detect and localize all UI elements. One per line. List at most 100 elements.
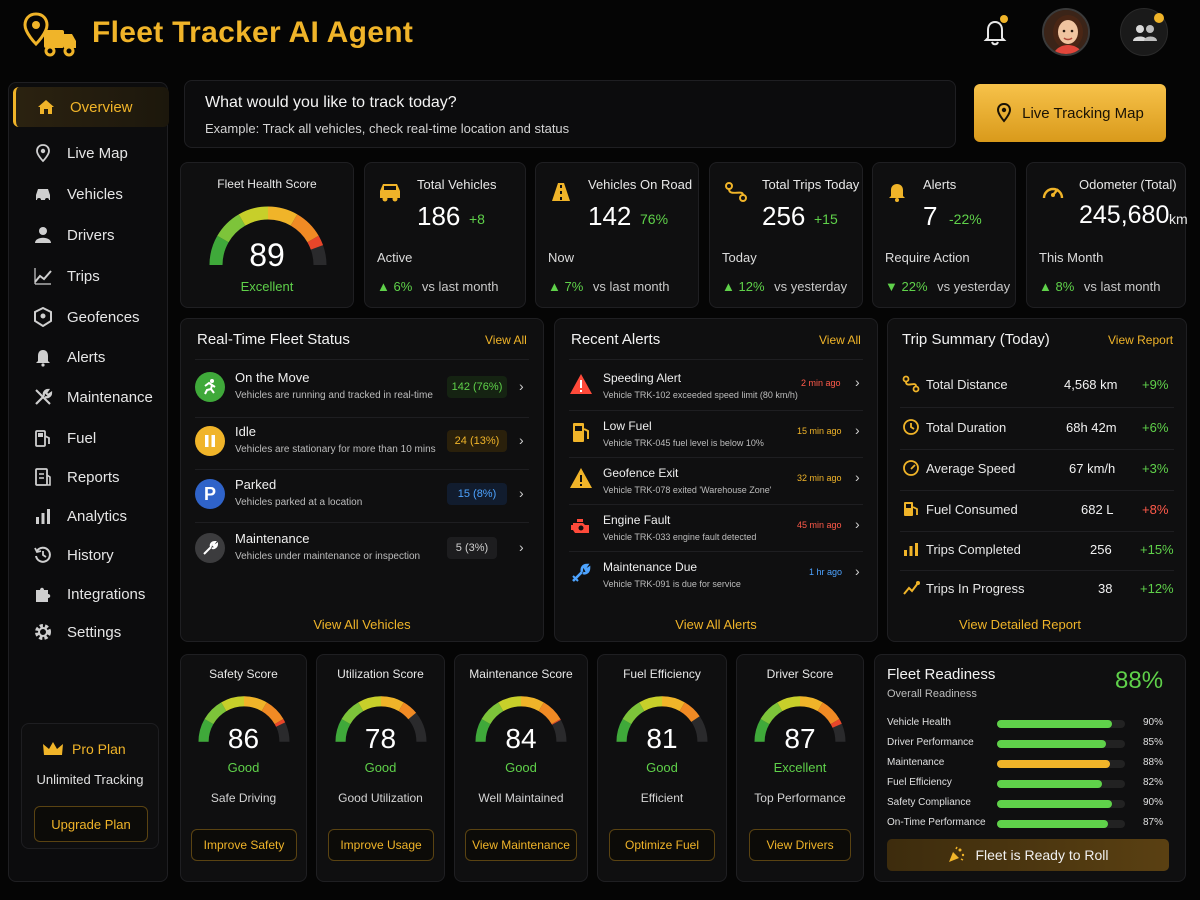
trip-metric-delta: +15% [1140,542,1174,557]
speedometer-icon [902,459,920,482]
wrench-icon [195,533,225,563]
fleet-ready-button[interactable]: Fleet is Ready to Roll [887,839,1169,871]
stat-card-total-vehicles: Total Vehicles 186 +8 Active ▲ 6% vs las… [364,162,526,308]
sidebar-item-reports[interactable]: Reports [13,457,169,497]
sidebar-item-analytics[interactable]: Analytics [13,496,169,536]
speedometer-icon [1041,181,1065,208]
score-gauge [616,696,708,743]
sidebar-item-integrations[interactable]: Integrations [13,574,169,614]
gauge-fill-segment [204,702,227,725]
trend-up-icon: ▲ [548,279,561,294]
alert-row-low-fuel[interactable]: Low Fuel Vehicle TRK-045 fuel level is b… [555,411,877,457]
sidebar-item-settings[interactable]: Settings [13,612,169,652]
trip-row-trips-in-progress: Trips In Progress 38 +12% [888,569,1186,609]
divider [195,359,529,360]
stat-footer: ▲ 6% vs last month [377,279,499,294]
status-row-idle[interactable]: Idle Vehicles are stationary for more th… [181,417,543,469]
service-wrench-icon [570,562,592,589]
sidebar-item-label: Settings [67,623,122,641]
gauge-fill-segment [217,214,246,243]
view-all-vehicles-link[interactable]: View All Vehicles [313,617,411,632]
stat-delta: 76% [640,211,669,227]
gauge-fill-segment [335,719,351,743]
sidebar-item-live-map[interactable]: Live Map [13,133,169,173]
status-name: Maintenance [235,531,310,546]
readiness-row: Driver Performance 85% [875,737,1185,755]
improve-usage-button[interactable]: Improve Usage [328,829,434,861]
gauge-fill-segment [398,702,417,720]
view-maintenance-button[interactable]: View Maintenance [465,829,577,861]
improve-safety-button[interactable]: Improve Safety [191,829,297,861]
user-avatar[interactable] [1042,8,1090,56]
sidebar-item-geofences[interactable]: Geofences [13,297,169,337]
trip-row-average-speed: Average Speed 67 km/h +3% [888,449,1186,489]
chevron-right-icon[interactable]: › [519,485,524,501]
alert-time: 15 min ago [797,426,842,436]
sidebar-item-alerts[interactable]: Alerts [13,337,169,377]
prompt-panel[interactable]: What would you like to track today? Exam… [184,80,956,148]
status-row-on-the-move[interactable]: On the Move Vehicles are running and tra… [181,363,543,415]
status-count-badge: 142 (76%) [447,376,507,398]
trip-metric-delta: +6% [1142,420,1169,435]
stat-subtitle: Today [722,250,757,265]
gauge-fill-segment [209,235,229,266]
trip-metric-name: Total Duration [926,420,1007,435]
readiness-bar [997,720,1125,728]
alert-row-speeding[interactable]: Speeding Alert Vehicle TRK-102 exceeded … [555,363,877,409]
chevron-right-icon[interactable]: › [519,539,524,555]
optimize-fuel-button[interactable]: Optimize Fuel [609,829,715,861]
alert-name: Geofence Exit [603,466,679,480]
trip-summary-view-report-link[interactable]: View Report [1108,333,1174,347]
stat-title: Total Vehicles [417,177,497,192]
parking-icon: P [195,479,225,509]
trip-row-trips-completed: Trips Completed 256 +15% [888,530,1186,570]
trip-metric-delta: +3% [1142,461,1169,476]
status-row-parked[interactable]: P Parked Vehicles parked at a location 1… [181,470,543,522]
sidebar-item-history[interactable]: History [13,535,169,575]
gauge-fill-segment [520,696,544,712]
sidebar: Overview Live Map Vehicles Drivers Trips… [8,82,169,882]
chevron-right-icon[interactable]: › [855,422,860,438]
recent-alerts-view-all-link[interactable]: View All [819,333,861,347]
team-icon[interactable] [1120,8,1168,56]
live-tracking-map-button[interactable]: Live Tracking Map [974,84,1166,142]
truck-location-logo-icon [22,12,78,58]
trip-row-total-distance: Total Distance 4,568 km +9% [888,365,1186,405]
divider [569,359,863,360]
alert-time: 45 min ago [797,520,842,530]
trip-metric-delta: +12% [1140,581,1174,596]
sidebar-item-vehicles[interactable]: Vehicles [13,174,169,214]
stat-card-total-trips: Total Trips Today 256 +15 Today ▲ 12% vs… [709,162,863,308]
alert-row-geofence-exit[interactable]: Geofence Exit Vehicle TRK-078 exited 'Wa… [555,458,877,504]
view-detailed-report-link[interactable]: View Detailed Report [959,617,1081,632]
sidebar-item-drivers[interactable]: Drivers [13,215,169,255]
chevron-right-icon[interactable]: › [855,374,860,390]
readiness-row: On-Time Performance 87% [875,817,1185,835]
readiness-bar-fill [997,820,1108,828]
stat-title: Alerts [923,177,957,192]
truck-icon [377,181,403,208]
score-title: Driver Score [766,667,834,681]
sidebar-item-overview[interactable]: Overview [13,87,169,127]
chevron-right-icon[interactable]: › [855,516,860,532]
fleet-health-value: 89 [249,237,285,273]
view-drivers-button[interactable]: View Drivers [749,829,851,861]
sidebar-item-fuel[interactable]: Fuel [13,418,169,458]
sidebar-item-maintenance[interactable]: Maintenance [13,377,169,417]
gauge-fill-segment [290,214,319,243]
gauge-fill-segment [817,702,840,725]
upgrade-plan-button[interactable]: Upgrade Plan [34,806,148,842]
fleet-status-view-all-link[interactable]: View All [485,333,527,347]
status-row-maintenance[interactable]: Maintenance Vehicles under maintenance o… [181,524,543,576]
alert-row-maintenance-due[interactable]: Maintenance Due Vehicle TRK-091 is due f… [555,552,877,598]
chevron-right-icon[interactable]: › [519,432,524,448]
view-all-alerts-link[interactable]: View All Alerts [675,617,757,632]
sidebar-item-trips[interactable]: Trips [13,256,169,296]
chevron-right-icon[interactable]: › [855,563,860,579]
notifications-bell-icon[interactable] [978,14,1014,50]
sidebar-item-label: Overview [70,98,133,116]
stat-footer-pct: 8% [1055,279,1075,294]
chevron-right-icon[interactable]: › [855,469,860,485]
chevron-right-icon[interactable]: › [519,378,524,394]
alert-row-engine-fault[interactable]: Engine Fault Vehicle TRK-033 engine faul… [555,505,877,551]
